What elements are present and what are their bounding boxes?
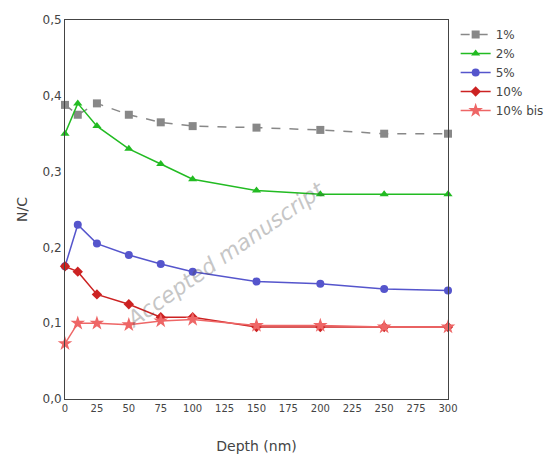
- svg-text:100: 100: [183, 403, 202, 414]
- svg-text:0,2: 0,2: [43, 241, 62, 255]
- svg-text:5%: 5%: [496, 66, 515, 80]
- svg-text:0: 0: [62, 403, 68, 414]
- svg-text:10%: 10%: [496, 85, 523, 99]
- svg-text:0,5: 0,5: [43, 13, 62, 27]
- svg-text:2%: 2%: [496, 47, 515, 61]
- svg-text:300: 300: [438, 403, 457, 414]
- svg-text:10% bis: 10% bis: [496, 104, 544, 118]
- svg-text:0,0: 0,0: [43, 392, 62, 406]
- svg-text:250: 250: [375, 403, 394, 414]
- svg-text:50: 50: [122, 403, 135, 414]
- svg-text:75: 75: [154, 403, 167, 414]
- svg-text:200: 200: [311, 403, 330, 414]
- svg-text:25: 25: [91, 403, 104, 414]
- svg-text:Depth (nm): Depth (nm): [216, 438, 297, 454]
- svg-text:N/C: N/C: [14, 197, 30, 222]
- svg-text:Accepted manuscript: Accepted manuscript: [121, 176, 330, 333]
- svg-text:225: 225: [343, 403, 362, 414]
- svg-text:0,4: 0,4: [43, 89, 62, 103]
- svg-text:275: 275: [407, 403, 426, 414]
- svg-text:1%: 1%: [496, 28, 515, 42]
- svg-text:125: 125: [215, 403, 234, 414]
- svg-text:175: 175: [279, 403, 298, 414]
- svg-text:0,1: 0,1: [43, 316, 62, 330]
- svg-text:150: 150: [247, 403, 266, 414]
- svg-text:0,3: 0,3: [43, 165, 62, 179]
